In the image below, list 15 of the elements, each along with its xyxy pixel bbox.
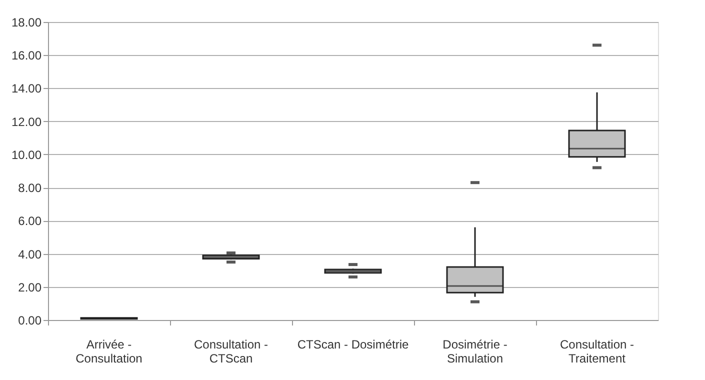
y-tick-label: 8.00 (18, 181, 42, 196)
x-tick-label: Dosimétrie - Simulation (442, 338, 508, 366)
y-tick-label: 16.00 (11, 48, 42, 63)
y-tick-label: 2.00 (18, 280, 42, 294)
y-tick-label: 6.00 (18, 214, 42, 228)
y-tick-label: 10.00 (11, 148, 42, 162)
x-tick-label: Consultation - Traitement (560, 338, 634, 366)
y-tick-label: 18.00 (11, 16, 42, 30)
x-tick-label: Arrivée - Consultation (76, 338, 142, 366)
y-tick-label: 4.00 (18, 247, 42, 262)
y-tick-label: 0.00 (18, 314, 42, 328)
x-tick-label: CTScan - Dosimétrie (297, 338, 410, 352)
x-tick-label: Consultation - CTScan (194, 338, 268, 366)
y-tick-label: 12.00 (11, 114, 42, 129)
y-tick-label: 14.00 (11, 82, 42, 96)
